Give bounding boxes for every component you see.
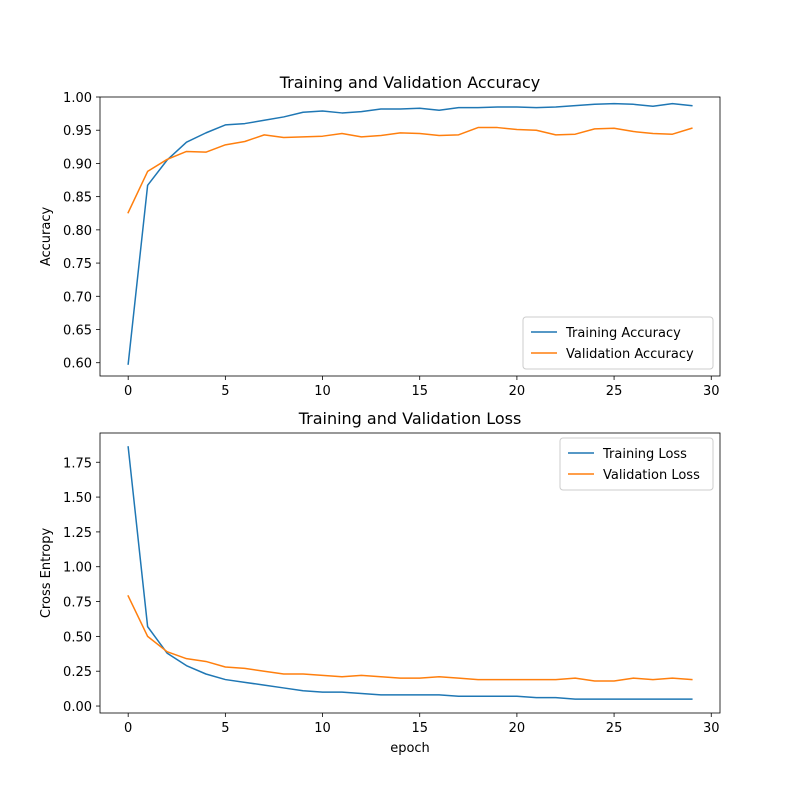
accuracy-x-tick-label: 25 — [606, 384, 623, 399]
loss-x-tick-label: 30 — [703, 721, 720, 736]
loss-legend-label-0: Training Loss — [602, 447, 687, 462]
loss-legend: Training Loss Validation Loss — [559, 437, 714, 491]
loss-x-tick-label: 15 — [411, 721, 428, 736]
loss-chart-title: Training and Validation Loss — [298, 409, 522, 428]
loss-y-axis-label: Cross Entropy — [39, 528, 54, 619]
accuracy-x-tick-label: 5 — [221, 384, 229, 399]
accuracy-x-tick-label: 10 — [314, 384, 331, 399]
accuracy-legend-box — [522, 316, 714, 370]
loss-x-tick-label: 20 — [509, 721, 526, 736]
accuracy-y-tick-label: 0.90 — [63, 157, 92, 172]
loss-y-tick-label: 0.75 — [63, 596, 92, 611]
loss-plot-marks: 0 5 10 15 20 25 30 0.00 0.25 0.50 0.75 1.00 1.25 1.50… — [63, 432, 721, 736]
accuracy-chart-title: Training and Validation Accuracy — [279, 73, 541, 92]
loss-x-tick-label: 0 — [124, 721, 132, 736]
loss-y-tick-label: 0.25 — [63, 665, 92, 680]
loss-y-tick-label: 1.50 — [63, 491, 92, 506]
loss-x-axis-label: epoch — [390, 741, 430, 756]
loss-series-line-0 — [127, 446, 693, 700]
loss-y-tick-label: 1.75 — [63, 456, 92, 471]
loss-legend-label-1: Validation Loss — [603, 468, 700, 483]
accuracy-y-tick-label: 1.00 — [63, 91, 92, 106]
accuracy-legend-label-1: Validation Accuracy — [566, 347, 694, 362]
accuracy-y-tick-label: 0.95 — [63, 124, 92, 139]
accuracy-series-line-1 — [127, 126, 693, 214]
accuracy-y-tick-label: 0.70 — [63, 290, 92, 305]
loss-x-tick-label: 5 — [221, 721, 229, 736]
accuracy-x-tick-label: 15 — [411, 384, 428, 399]
accuracy-y-tick-label: 0.60 — [63, 357, 92, 372]
accuracy-legend-label-0: Training Accuracy — [565, 326, 681, 341]
accuracy-series-line-0 — [127, 102, 693, 365]
accuracy-x-tick-label: 30 — [703, 384, 720, 399]
loss-y-tick-label: 1.25 — [63, 526, 92, 541]
accuracy-y-tick-label: 0.65 — [63, 324, 92, 339]
accuracy-x-tick-label: 0 — [124, 384, 132, 399]
loss-y-tick-label: 1.00 — [63, 561, 92, 576]
accuracy-subplot: Training and Validation Accuracy Accurac… — [39, 73, 721, 399]
loss-x-tick-label: 25 — [606, 721, 623, 736]
loss-y-tick-label: 0.00 — [63, 700, 92, 715]
accuracy-y-tick-label: 0.85 — [63, 191, 92, 206]
loss-y-tick-label: 0.50 — [63, 630, 92, 645]
loss-legend-box — [559, 437, 714, 491]
accuracy-x-tick-label: 20 — [509, 384, 526, 399]
accuracy-axes-frame — [99, 96, 721, 377]
accuracy-y-tick-label: 0.75 — [63, 257, 92, 272]
loss-x-tick-label: 10 — [314, 721, 331, 736]
accuracy-y-tick-label: 0.80 — [63, 224, 92, 239]
accuracy-plot-marks: 0 5 10 15 20 25 30 0.60 0.65 0.70 0.75 0.80 0.85 0.90… — [63, 91, 721, 399]
accuracy-y-axis-label: Accuracy — [39, 207, 54, 267]
loss-series-line-1 — [127, 594, 693, 682]
loss-subplot: Training and Validation Loss Cross Entro… — [39, 409, 721, 756]
loss-axes-frame — [99, 432, 721, 714]
accuracy-legend: Training Accuracy Validation Accuracy — [522, 316, 714, 370]
